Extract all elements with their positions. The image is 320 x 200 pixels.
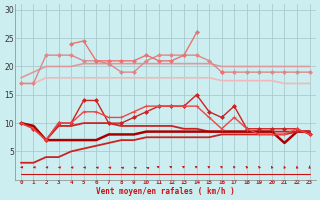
X-axis label: Vent moyen/en rafales ( km/h ): Vent moyen/en rafales ( km/h ) bbox=[96, 187, 235, 196]
